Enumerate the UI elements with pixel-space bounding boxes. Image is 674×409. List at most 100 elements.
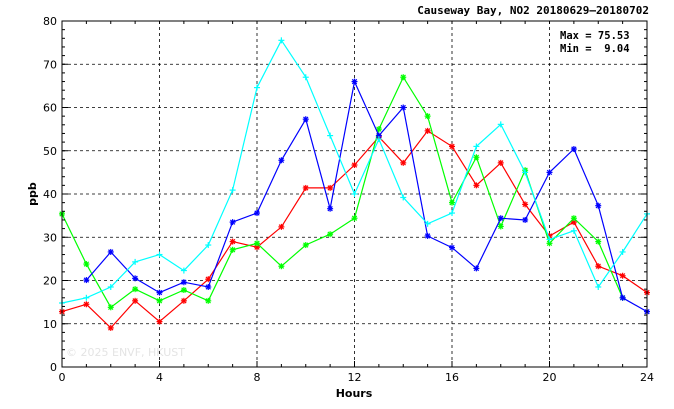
y-tick-label: 80: [43, 15, 57, 28]
data-point: [619, 294, 626, 301]
y-tick-label: 60: [43, 102, 57, 115]
data-point: [229, 238, 236, 245]
data-point: [205, 276, 212, 283]
ticks: 0 4 8 12 16 20 24 0 10 20 30 40 50 60 70 80: [43, 15, 654, 384]
data-point: [619, 248, 626, 255]
data-point: [327, 184, 334, 191]
data-point: [473, 265, 480, 272]
data-point: [327, 132, 334, 139]
y-tick-label: 40: [43, 188, 57, 201]
data-point: [400, 74, 407, 81]
data-point: [254, 240, 260, 247]
data-point: [546, 169, 553, 176]
data-point: [497, 223, 504, 230]
data-point: [107, 283, 114, 290]
data-point: [83, 277, 90, 284]
data-point: [180, 287, 187, 294]
max-annotation: Max = 75.53: [560, 30, 630, 42]
data-point: [278, 37, 285, 44]
data-point: [278, 223, 285, 230]
data-point: [254, 84, 260, 91]
data-point: [570, 227, 577, 234]
data-point: [229, 246, 236, 253]
data-point: [229, 187, 236, 194]
data-point: [156, 318, 163, 325]
data-point: [132, 297, 139, 304]
data-point: [302, 116, 309, 123]
data-point: [595, 283, 602, 290]
data-point: [83, 301, 90, 308]
data-point: [254, 210, 260, 217]
series-group: [59, 37, 650, 331]
data-point: [327, 231, 334, 238]
data-point: [522, 216, 529, 223]
series-1: [59, 127, 650, 331]
min-annotation: Min = 9.04: [560, 43, 630, 55]
data-point: [522, 201, 529, 208]
grid: [62, 21, 647, 367]
chart-title: Causeway Bay, NO2 20180629–20180702: [417, 4, 649, 17]
data-point: [424, 220, 431, 227]
data-point: [473, 154, 480, 161]
data-point: [83, 294, 90, 301]
data-point: [351, 191, 358, 197]
y-tick-label: 50: [43, 145, 57, 158]
data-point: [595, 263, 602, 270]
data-point: [473, 143, 480, 150]
data-point: [107, 304, 114, 311]
data-point: [449, 199, 455, 206]
data-point: [302, 184, 309, 191]
data-point: [473, 182, 480, 189]
data-point: [497, 121, 504, 128]
series-4: [59, 37, 650, 306]
data-point: [229, 219, 236, 226]
y-tick-label: 0: [50, 361, 57, 374]
data-point: [327, 205, 334, 212]
data-point: [375, 132, 382, 139]
data-point: [205, 297, 212, 304]
x-tick-label: 16: [445, 371, 459, 384]
data-point: [449, 143, 455, 150]
data-point: [302, 74, 309, 81]
data-point: [302, 242, 309, 249]
data-point: [351, 215, 358, 222]
y-tick-label: 70: [43, 58, 57, 71]
data-point: [254, 244, 260, 251]
data-point: [351, 162, 358, 169]
series-line: [85, 79, 648, 313]
data-point: [180, 279, 187, 286]
data-point: [570, 146, 577, 153]
data-point: [180, 297, 187, 304]
x-tick-label: 0: [59, 371, 66, 384]
data-point: [278, 263, 285, 270]
data-point: [595, 202, 602, 209]
data-point: [497, 159, 504, 166]
data-point: [132, 286, 139, 293]
data-point: [449, 244, 455, 251]
data-point: [497, 215, 504, 222]
y-tick-label: 10: [43, 318, 57, 331]
x-axis-label: Hours: [336, 387, 373, 400]
data-point: [156, 251, 163, 258]
data-point: [570, 215, 577, 222]
data-point: [375, 126, 382, 133]
data-point: [83, 261, 90, 268]
watermark: © 2025 ENVF, HKUST: [66, 346, 185, 359]
data-point: [205, 242, 212, 249]
data-point: [619, 272, 626, 279]
data-point: [375, 136, 382, 143]
series-2: [59, 74, 626, 311]
data-point: [107, 324, 114, 331]
data-point: [180, 267, 187, 274]
y-tick-label: 30: [43, 231, 57, 244]
data-point: [278, 157, 285, 164]
data-point: [424, 113, 431, 120]
data-point: [351, 78, 358, 85]
x-tick-label: 8: [254, 371, 261, 384]
data-point: [107, 248, 114, 255]
series-3: [83, 78, 650, 315]
data-point: [595, 238, 602, 245]
y-tick-label: 20: [43, 275, 57, 288]
data-point: [449, 210, 455, 217]
